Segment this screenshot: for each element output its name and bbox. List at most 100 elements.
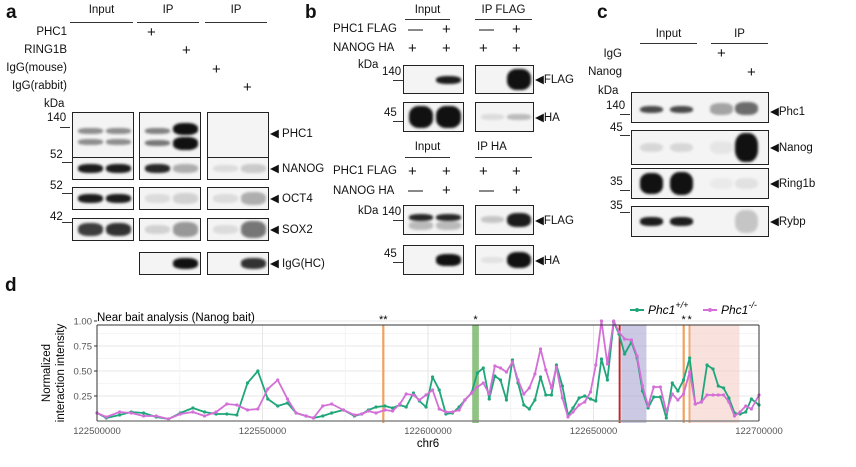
data-point bbox=[744, 404, 748, 408]
western-blot-strip bbox=[475, 102, 534, 132]
condition-label: Nanog bbox=[588, 66, 622, 78]
protein-band bbox=[144, 164, 170, 173]
protein-band bbox=[173, 122, 199, 135]
highlight-band bbox=[621, 325, 647, 423]
marker-tick bbox=[620, 114, 630, 115]
data-point bbox=[475, 371, 479, 375]
protein-band bbox=[241, 192, 267, 205]
condition-sign: — bbox=[479, 182, 494, 199]
data-point bbox=[571, 406, 575, 410]
x-tick-label: 122650000 bbox=[570, 426, 618, 437]
significance-annotation: * bbox=[682, 314, 687, 326]
protein-band bbox=[241, 258, 267, 269]
significance-annotation: * bbox=[473, 314, 478, 326]
protein-band bbox=[173, 222, 199, 237]
panel-c-header-ip: IP bbox=[734, 28, 745, 40]
protein-band bbox=[241, 221, 267, 238]
data-point bbox=[129, 411, 133, 415]
western-blot-strip bbox=[207, 157, 269, 180]
marker-tick bbox=[620, 212, 630, 213]
protein-band bbox=[670, 142, 694, 153]
condition-label: IgG(rabbit) bbox=[12, 80, 67, 92]
data-point bbox=[652, 395, 656, 399]
data-point bbox=[688, 356, 692, 360]
blot-label-nanog: ◀Nanog bbox=[770, 142, 813, 154]
protein-band bbox=[709, 103, 733, 115]
data-point bbox=[617, 330, 621, 334]
protein-band bbox=[106, 139, 132, 146]
data-point bbox=[749, 397, 753, 401]
western-blot-strip bbox=[403, 205, 464, 235]
panel-b-header-input2: Input bbox=[414, 141, 441, 153]
condition-sign: — bbox=[408, 182, 423, 199]
data-point bbox=[245, 408, 250, 412]
x-axis-label: chr6 bbox=[417, 438, 439, 450]
data-point bbox=[727, 396, 731, 400]
data-point bbox=[705, 393, 709, 397]
data-point bbox=[202, 410, 207, 414]
plus-sign: + bbox=[243, 79, 252, 96]
data-point bbox=[321, 404, 325, 408]
condition-label: IgG bbox=[603, 48, 622, 60]
data-point bbox=[623, 352, 627, 356]
data-point bbox=[341, 408, 345, 412]
data-point bbox=[738, 410, 742, 414]
x-tick-label: 122600000 bbox=[404, 426, 452, 437]
data-point bbox=[266, 397, 270, 401]
data-point bbox=[629, 338, 633, 342]
protein-band bbox=[709, 140, 733, 155]
data-point bbox=[727, 400, 731, 404]
data-point bbox=[605, 362, 610, 366]
data-point bbox=[118, 413, 122, 417]
data-point bbox=[705, 363, 709, 367]
protein-band bbox=[480, 114, 505, 120]
condition-sign: + bbox=[512, 40, 521, 57]
marker-label: 35 bbox=[610, 176, 623, 188]
data-point bbox=[681, 378, 686, 382]
data-point bbox=[721, 393, 726, 397]
western-blot-strip bbox=[139, 187, 201, 210]
data-point bbox=[588, 390, 593, 394]
header-underline bbox=[405, 19, 450, 20]
protein-band bbox=[436, 105, 462, 129]
data-point bbox=[732, 414, 737, 418]
western-blot-strip bbox=[403, 102, 464, 132]
western-blot-strip bbox=[139, 157, 201, 180]
data-point bbox=[457, 408, 461, 412]
data-point bbox=[487, 392, 491, 396]
data-point bbox=[178, 412, 182, 416]
data-point bbox=[191, 410, 195, 414]
condition-sign: + bbox=[408, 163, 417, 180]
western-blot-strip bbox=[631, 168, 769, 199]
data-point bbox=[383, 408, 387, 412]
marker-label: 140 bbox=[47, 112, 67, 124]
panel-a-letter: a bbox=[6, 2, 17, 23]
data-point bbox=[658, 395, 662, 399]
data-point bbox=[599, 357, 604, 361]
condition-label: PHC1 FLAG bbox=[333, 23, 397, 35]
data-point bbox=[664, 416, 668, 420]
blot-label-flag: ◀FLAG bbox=[535, 74, 574, 86]
data-point bbox=[285, 397, 290, 401]
condition-sign: + bbox=[442, 182, 451, 199]
protein-band bbox=[408, 105, 434, 129]
data-point bbox=[670, 392, 674, 396]
protein-band bbox=[173, 258, 199, 269]
data-point bbox=[676, 389, 680, 393]
data-point bbox=[544, 368, 548, 372]
western-blot-strip bbox=[403, 245, 464, 275]
marker-label: 52 bbox=[50, 149, 63, 161]
data-point bbox=[716, 384, 720, 388]
data-point bbox=[437, 388, 441, 392]
data-point bbox=[516, 378, 520, 382]
marker-tick bbox=[62, 193, 72, 194]
protein-band bbox=[480, 215, 505, 223]
data-point bbox=[566, 415, 570, 419]
y-tick-label: 1.00 bbox=[74, 317, 93, 328]
data-point bbox=[554, 365, 559, 369]
condition-label: RING1B bbox=[24, 44, 67, 56]
data-point bbox=[594, 399, 598, 403]
plus-sign: + bbox=[147, 24, 156, 41]
significance-annotation: * bbox=[688, 314, 693, 326]
